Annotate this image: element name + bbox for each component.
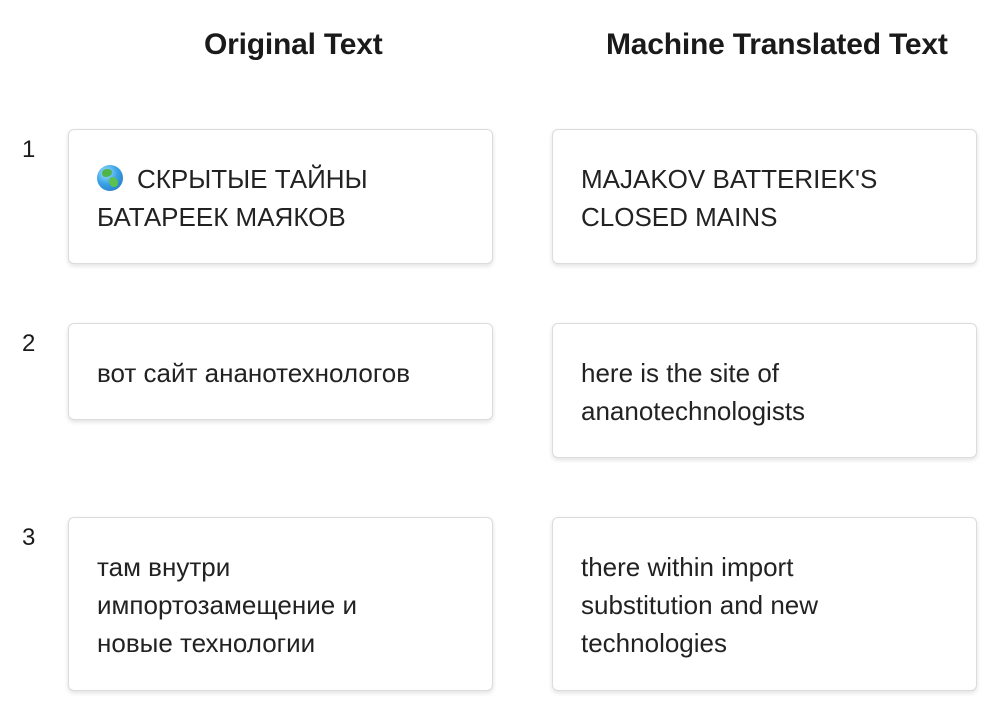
row-number: 3 [22,524,36,551]
original-text-card: СКРЫТЫЕ ТАЙНЫ БАТАРЕЕК МАЯКОВ [68,129,493,264]
original-text: вот сайт ананотехнологов [97,358,411,388]
original-text: СКРЫТЫЕ ТАЙНЫ БАТАРЕЕК МАЯКОВ [97,164,368,232]
translated-text-card: here is the site of ananotechnologists [552,323,977,458]
translated-text: there within import substitution and new… [581,552,819,658]
row-number: 1 [22,136,36,163]
translated-text-card: MAJAKOV BATTERIEK'S CLOSED MAINS [552,129,977,264]
column-header-translated: Machine Translated Text [606,28,948,61]
original-text: там внутри импортозамещение и новые техн… [97,552,357,658]
column-header-original: Original Text [204,28,383,61]
translated-text-card: there within import substitution and new… [552,517,977,691]
row-number: 2 [22,330,36,357]
globe-icon [97,165,123,191]
original-text-card: там внутри импортозамещение и новые техн… [68,517,493,691]
translated-text: MAJAKOV BATTERIEK'S CLOSED MAINS [581,164,878,232]
original-text-card: вот сайт ананотехнологов [68,323,493,420]
translated-text: here is the site of ananotechnologists [581,358,806,426]
